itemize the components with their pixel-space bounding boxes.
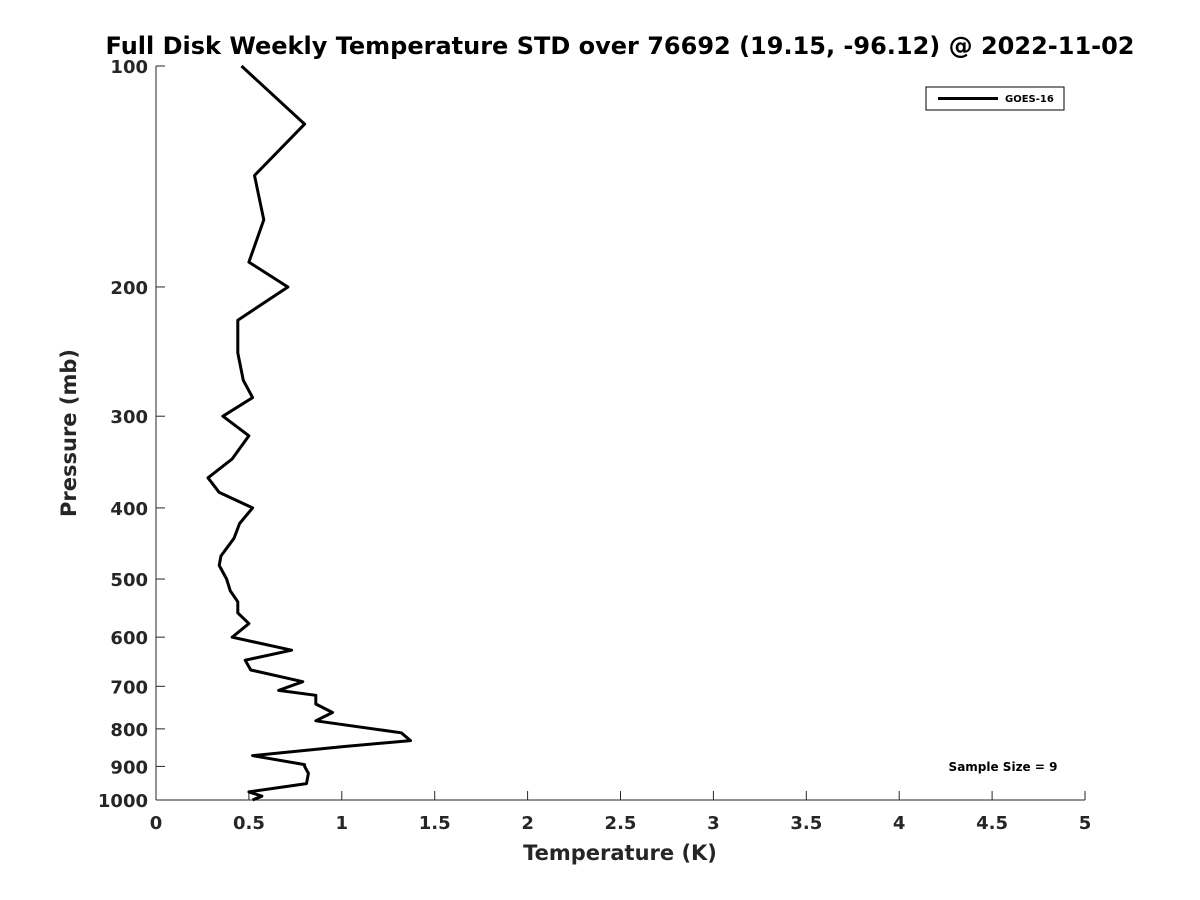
y-tick-label: 800 bbox=[110, 720, 148, 741]
y-tick-label: 100 bbox=[110, 57, 148, 78]
x-axis-label: Temperature (K) bbox=[523, 841, 717, 865]
y-tick-label: 300 bbox=[110, 407, 148, 428]
x-ticks: 0 0.5 1 1.5 2 2.5 3 3.5 4 4.5 5 bbox=[150, 791, 1092, 834]
x-tick-label: 3 bbox=[707, 813, 720, 834]
x-tick-label: 0 bbox=[150, 813, 163, 834]
series-line-goes-16 bbox=[206, 64, 412, 802]
series-layer bbox=[206, 64, 412, 802]
y-tick-label: 500 bbox=[110, 570, 148, 591]
x-tick-label: 0.5 bbox=[233, 813, 265, 834]
chart-title: Full Disk Weekly Temperature STD over 76… bbox=[106, 32, 1135, 60]
x-tick-label: 2 bbox=[521, 813, 534, 834]
legend-label-goes-16: GOES-16 bbox=[1005, 94, 1054, 105]
legend: GOES-16 bbox=[925, 86, 1065, 111]
x-tick-label: 1.5 bbox=[419, 813, 451, 834]
y-axis-label: Pressure (mb) bbox=[57, 349, 81, 517]
x-tick-label: 1 bbox=[336, 813, 349, 834]
y-tick-label: 1000 bbox=[98, 791, 148, 812]
x-tick-label: 4 bbox=[893, 813, 906, 834]
x-tick-label: 3.5 bbox=[790, 813, 822, 834]
x-tick-label: 5 bbox=[1079, 813, 1092, 834]
y-tick-label: 600 bbox=[110, 628, 148, 649]
y-tick-label: 400 bbox=[110, 499, 148, 520]
y-ticks: 100 200 300 400 500 600 700 800 900 1000 bbox=[98, 57, 165, 812]
y-tick-label: 700 bbox=[110, 677, 148, 698]
sample-size-annotation: Sample Size = 9 bbox=[949, 760, 1058, 774]
y-tick-label: 200 bbox=[110, 278, 148, 299]
x-tick-label: 4.5 bbox=[976, 813, 1008, 834]
y-tick-label: 900 bbox=[110, 757, 148, 778]
x-tick-label: 2.5 bbox=[605, 813, 637, 834]
